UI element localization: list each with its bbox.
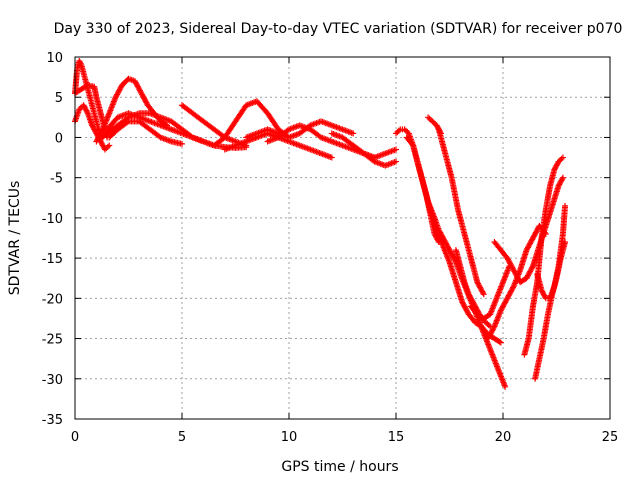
trail-marker (437, 129, 444, 136)
data-point (562, 202, 569, 209)
axis-ticks: 0 5 10 15 20 25 10 5 0 -5 -10 -15 -20 -25 -30 -35 (42, 51, 619, 445)
x-tick-label: 0 (71, 430, 79, 445)
data-point (393, 158, 399, 165)
trail-marker (77, 60, 84, 67)
trail-marker (529, 264, 536, 271)
data-point (328, 154, 335, 161)
x-axis-label: GPS time / hours (281, 459, 398, 475)
y-tick-label: -35 (42, 413, 63, 428)
x-tick-label: 15 (388, 430, 405, 445)
y-tick-label: -10 (42, 212, 63, 227)
x-tick-label: 25 (602, 430, 619, 445)
trail-marker (480, 289, 487, 296)
y-tick-label: -30 (42, 373, 63, 388)
data-point (559, 154, 566, 161)
y-tick-label: -20 (42, 292, 63, 307)
data-point (437, 130, 444, 137)
x-tick-label: 10 (281, 430, 298, 445)
trail-marker (490, 324, 497, 331)
plot-frame (74, 56, 611, 420)
data-point (106, 142, 113, 149)
y-tick-label: 5 (55, 91, 63, 106)
x-tick-label: 20 (495, 430, 512, 445)
data-point (350, 130, 357, 137)
y-tick-label: 10 (46, 51, 63, 66)
trail-marker (496, 338, 503, 345)
data-point (502, 383, 509, 390)
data-point (542, 230, 549, 237)
chart-title: Day 330 of 2023, Sidereal Day-to-day VTE… (54, 21, 623, 37)
trail-marker (99, 127, 106, 134)
trail-marker (559, 176, 566, 183)
y-tick-label: 0 (55, 131, 63, 146)
trail-marker (84, 108, 91, 115)
data-point (559, 174, 566, 181)
data-point (179, 140, 185, 147)
y-tick-label: -5 (50, 172, 63, 187)
data-points (72, 58, 569, 390)
trail-marker (124, 119, 131, 126)
chart-grid (75, 57, 610, 419)
y-tick-label: -25 (42, 333, 63, 348)
trail-marker (509, 284, 516, 291)
trail-marker (542, 293, 549, 300)
data-point (497, 339, 504, 346)
x-tick-label: 5 (178, 430, 186, 445)
y-axis-label: SDTVAR / TECUs (7, 181, 23, 296)
data-point (480, 291, 487, 298)
data-point (393, 146, 399, 153)
y-tick-label: -15 (42, 252, 63, 267)
